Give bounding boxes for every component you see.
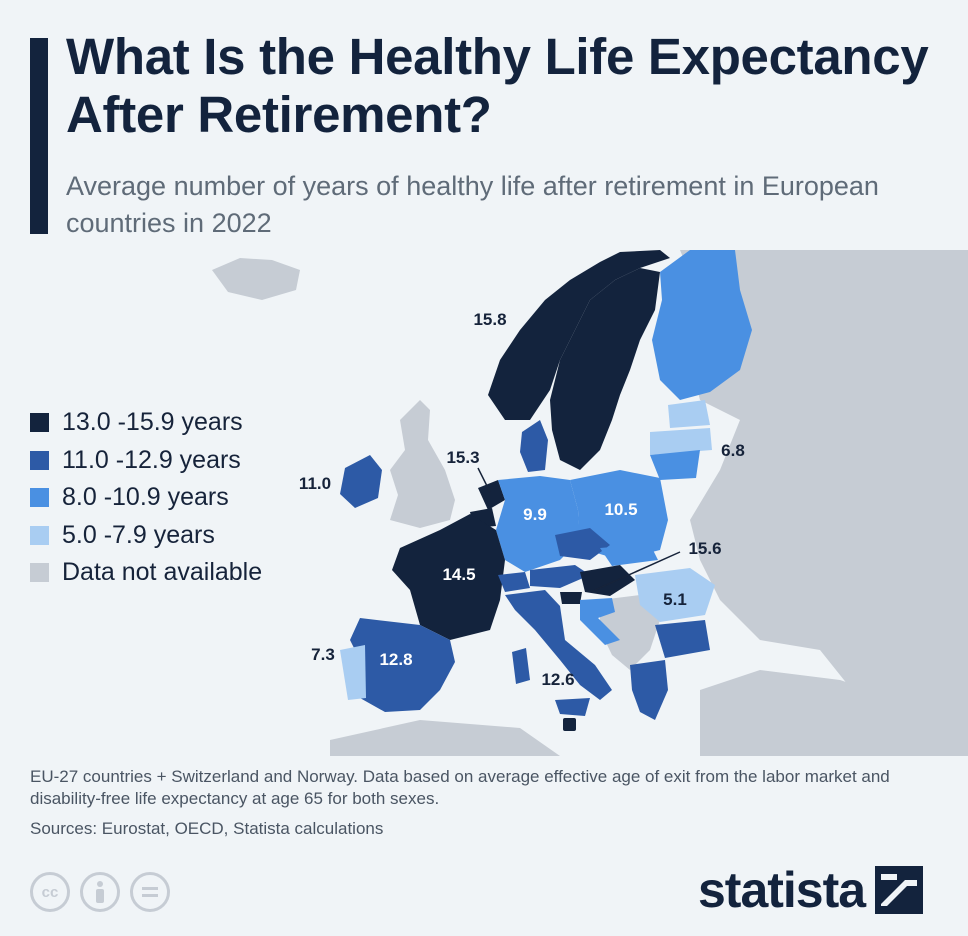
footnote: EU-27 countries + Switzerland and Norway… [30,767,890,808]
map-uk [390,400,455,528]
map-finland [652,250,752,400]
europe-map-svg [212,250,968,756]
map-netherlands [478,480,505,510]
map-portugal [340,645,366,700]
leader-line-netherlands [477,467,491,493]
map-france [392,514,505,640]
map-switzerland [498,572,530,592]
map-bulgaria [655,620,710,658]
map-latvia [650,428,712,455]
value-label-germany: 9.9 [523,505,547,524]
map-greece [630,660,668,720]
legend-label: Data not available [62,558,263,587]
legend-item: 13.0 -15.9 years [30,404,262,442]
value-label-spain: 12.8 [379,650,413,669]
map-hungary [580,565,635,596]
legend-label: 8.0 -10.9 years [62,483,229,512]
no-derivatives-icon[interactable] [130,872,170,912]
value-label-lithuania: 6.8 [721,441,745,460]
legend-label: 5.0 -7.9 years [62,520,215,549]
license-icons: cc [30,872,170,912]
map-legend: 13.0 -15.9 years 11.0 -12.9 years 8.0 -1… [30,404,262,592]
value-label-romania: 5.1 [663,590,687,609]
value-label-portugal: 7.3 [311,645,335,664]
value-label-norway: 15.8 [473,310,507,329]
map-malta-marker [563,718,576,731]
legend-item: 5.0 -7.9 years [30,517,262,555]
map-sardinia [512,648,530,684]
value-label-netherlands: 15.3 [446,448,480,467]
legend-swatch [30,525,49,545]
legend-swatch [30,563,49,583]
map-slovenia [560,592,582,604]
sources-note: Sources: Eurostat, OECD, Statista calcul… [30,819,384,838]
map-denmark [520,420,548,472]
statista-mark-icon [875,866,924,914]
map-romania [635,568,715,622]
map-italy [505,590,612,700]
creative-commons-icon[interactable]: cc [30,872,70,912]
person-icon [96,881,104,903]
value-label-france: 14.5 [442,565,476,584]
legend-swatch [30,488,49,508]
value-label-hungary: 15.6 [688,539,722,558]
page-title: What Is the Healthy Life Expectancy Afte… [66,28,929,143]
map-north-africa [330,720,560,756]
legend-label: 13.0 -15.9 years [62,408,243,437]
map-estonia [668,400,710,428]
map-norway [488,250,670,420]
map-balkans [600,595,660,670]
map-czechia [555,528,610,560]
map-russia-belarus-ukraine [680,250,968,756]
equals-icon [142,887,158,897]
map-ireland [340,455,382,508]
statista-logo[interactable]: statista [698,862,924,918]
legend-label: 11.0 -12.9 years [62,445,241,474]
value-label-italy: 12.6 [541,670,575,689]
page-subtitle: Average number of years of healthy life … [66,171,879,238]
legend-swatch [30,413,49,433]
attribution-icon[interactable] [80,872,120,912]
title-accent-bar [30,38,48,234]
value-label-poland: 10.5 [604,500,638,519]
brand-wordmark: statista [698,862,866,918]
map-spain [350,618,455,712]
map-turkey [700,670,960,756]
europe-map: 15.8 6.8 11.0 15.3 9.9 10.5 14.5 15.6 5.… [0,248,968,756]
map-slovakia [600,544,658,566]
map-croatia [580,598,620,645]
map-lithuania [650,450,700,480]
map-sweden [550,268,660,470]
legend-item: Data not available [30,554,262,592]
leader-line-hungary [594,551,681,591]
map-sicily [555,698,590,716]
legend-swatch [30,450,49,470]
value-label-ireland: 11.0 [298,474,332,493]
legend-item: 11.0 -12.9 years [30,442,262,480]
map-austria [530,565,590,588]
map-iceland [212,258,300,300]
legend-item: 8.0 -10.9 years [30,479,262,517]
